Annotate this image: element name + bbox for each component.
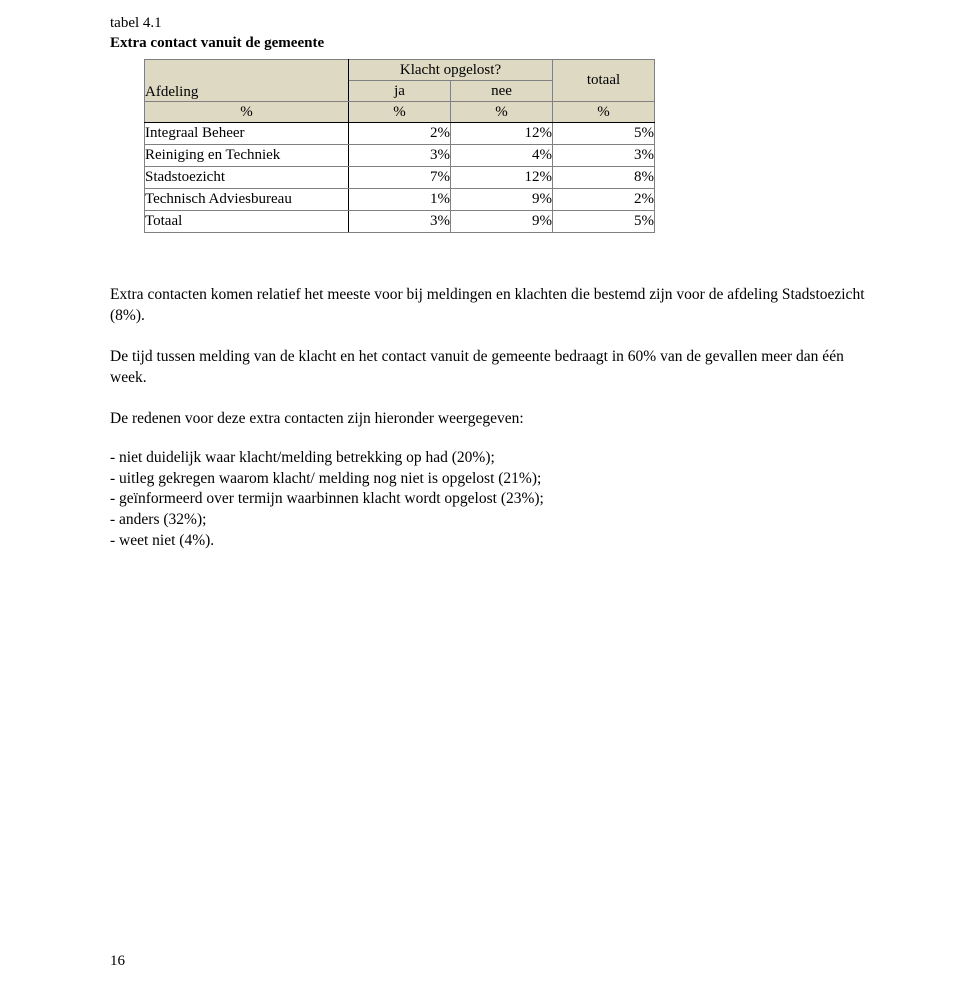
table-label: tabel 4.1: [110, 14, 880, 34]
header-klacht: Klacht opgelost?: [349, 60, 553, 81]
row-label: Technisch Adviesbureau: [145, 189, 349, 211]
paragraph-3-lead: De redenen voor deze extra contacten zij…: [110, 409, 880, 430]
row-label: Integraal Beheer: [145, 123, 349, 145]
body-text: Extra contacten komen relatief het meest…: [110, 285, 880, 552]
cell-nee: 4%: [451, 145, 553, 167]
table-row: Reiniging en Techniek 3% 4% 3%: [145, 145, 655, 167]
table-header-row-1: Afdeling Klacht opgelost? totaal: [145, 60, 655, 81]
table-row: Stadstoezicht 7% 12% 8%: [145, 167, 655, 189]
cell-nee: 12%: [451, 123, 553, 145]
bullet-line: - niet duidelijk waar klacht/melding bet…: [110, 448, 880, 469]
bullet-line: - geïnformeerd over termijn waarbinnen k…: [110, 489, 880, 510]
table-row: Totaal 3% 9% 5%: [145, 211, 655, 233]
table-header-pct-row: % % % %: [145, 102, 655, 123]
cell-ja: 3%: [349, 145, 451, 167]
cell-ja: 1%: [349, 189, 451, 211]
cell-nee: 9%: [451, 189, 553, 211]
cell-totaal: 2%: [553, 189, 655, 211]
header-totaal: totaal: [553, 60, 655, 102]
cell-totaal: 8%: [553, 167, 655, 189]
header-pct-2: %: [349, 102, 451, 123]
table-row: Technisch Adviesbureau 1% 9% 2%: [145, 189, 655, 211]
header-pct-3: %: [451, 102, 553, 123]
cell-ja: 2%: [349, 123, 451, 145]
page: tabel 4.1 Extra contact vanuit de gemeen…: [0, 0, 960, 1000]
cell-totaal: 3%: [553, 145, 655, 167]
bullet-line: - uitleg gekregen waarom klacht/ melding…: [110, 469, 880, 490]
data-table: Afdeling Klacht opgelost? totaal ja nee …: [144, 59, 655, 233]
row-label: Stadstoezicht: [145, 167, 349, 189]
header-nee: nee: [451, 81, 553, 102]
paragraph-1: Extra contacten komen relatief het meest…: [110, 285, 880, 327]
header-ja: ja: [349, 81, 451, 102]
cell-ja: 7%: [349, 167, 451, 189]
table-title: Extra contact vanuit de gemeente: [110, 34, 880, 54]
row-label: Reiniging en Techniek: [145, 145, 349, 167]
cell-totaal: 5%: [553, 211, 655, 233]
header-pct-1: %: [145, 102, 349, 123]
table-row: Integraal Beheer 2% 12% 5%: [145, 123, 655, 145]
paragraph-2: De tijd tussen melding van de klacht en …: [110, 347, 880, 389]
cell-nee: 12%: [451, 167, 553, 189]
row-label: Totaal: [145, 211, 349, 233]
page-number: 16: [110, 953, 125, 970]
bullet-line: - anders (32%);: [110, 510, 880, 531]
cell-nee: 9%: [451, 211, 553, 233]
header-afdeling: Afdeling: [145, 60, 349, 102]
header-pct-4: %: [553, 102, 655, 123]
cell-ja: 3%: [349, 211, 451, 233]
bullet-line: - weet niet (4%).: [110, 531, 880, 552]
cell-totaal: 5%: [553, 123, 655, 145]
